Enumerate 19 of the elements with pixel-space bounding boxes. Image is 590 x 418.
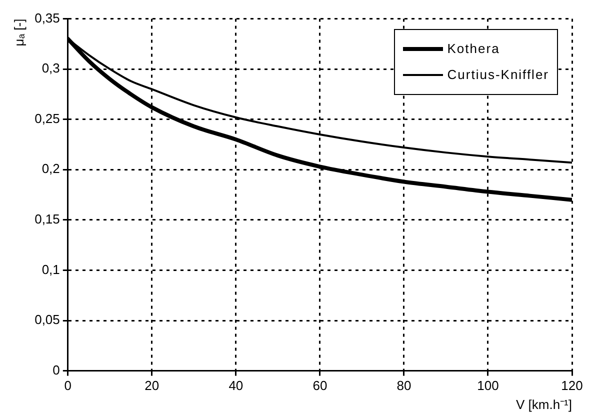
x-tick-label: 120 [561,378,583,394]
y-tick-label: 0,1 [42,262,60,277]
x-axis-title: V [km.h⁻¹] [516,396,572,412]
x-tick-label: 40 [228,378,244,394]
legend-label: Curtius-Kniffler [447,66,549,84]
y-tick-label: 0,3 [42,60,60,76]
y-tick-label: 0,05 [34,312,60,328]
x-tick-label: 20 [144,378,160,394]
x-tick-label: 80 [396,378,412,394]
x-tick-label: 100 [477,378,499,394]
y-tick-label: 0,2 [42,161,60,176]
y-tick-label: 0 [52,362,60,378]
y-tick-label: 0,15 [34,212,60,227]
y-tick-label: 0,25 [34,110,60,126]
legend-label: Kothera [447,40,500,58]
y-axis-title: μₐ [-] [11,18,26,46]
x-tick-label: 60 [312,378,328,394]
x-tick-label: 0 [64,378,72,394]
y-tick-label: 0,35 [34,10,60,26]
